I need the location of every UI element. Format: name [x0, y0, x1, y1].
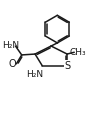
Text: H₂N: H₂N — [26, 70, 44, 79]
Text: O: O — [9, 59, 17, 69]
Text: CH₃: CH₃ — [70, 48, 87, 57]
Text: S: S — [64, 61, 70, 71]
Text: H₂N: H₂N — [2, 41, 19, 50]
